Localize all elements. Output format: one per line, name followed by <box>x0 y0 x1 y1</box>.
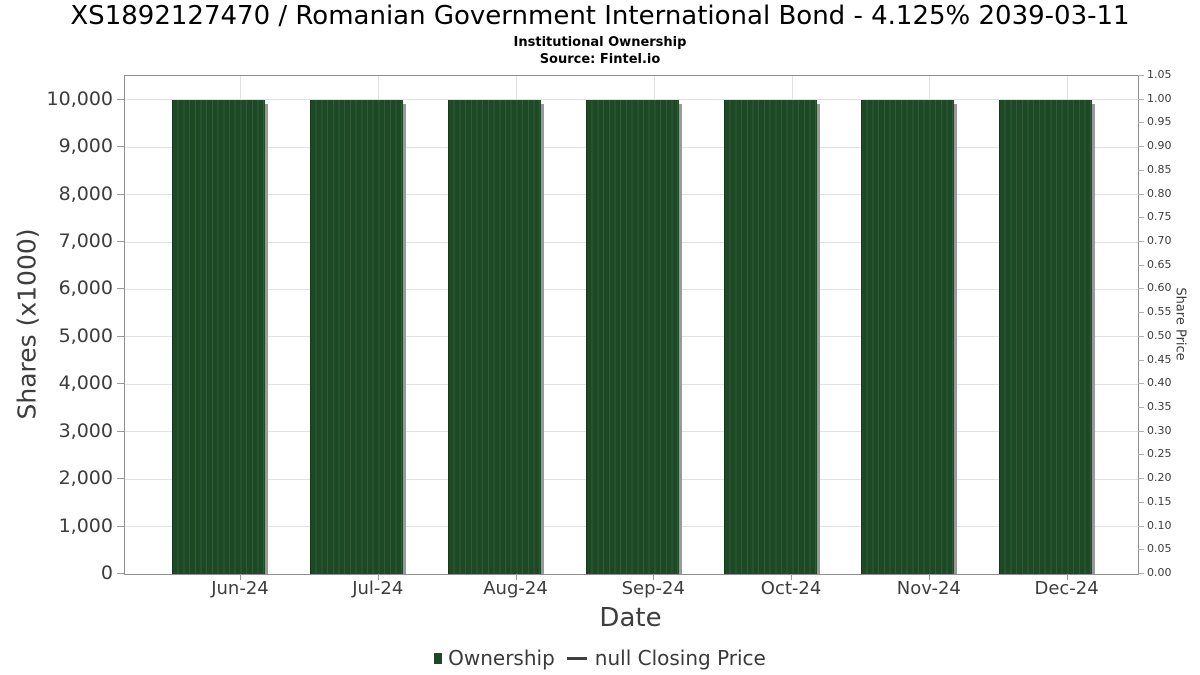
y-axis-tick-label-right: 0.55 <box>1147 305 1172 319</box>
y-axis-tick-label-right: 0.05 <box>1147 542 1172 556</box>
y-axis-tick-label-right: 0.60 <box>1147 281 1172 295</box>
y-axis-tickmark-right <box>1138 146 1144 148</box>
y-axis-tick-label-right: 1.00 <box>1147 91 1172 105</box>
y-axis-tick-label-left: 3,000 <box>58 419 113 442</box>
y-axis-tickmark-left <box>117 383 124 385</box>
y-axis-tick-label-right: 0.70 <box>1147 234 1172 247</box>
y-axis-tickmark-right <box>1138 478 1144 480</box>
y-axis-tick-label-right: 0.20 <box>1147 471 1172 485</box>
ownership-bar <box>310 99 404 574</box>
y-axis-tickmark-right <box>1138 288 1144 290</box>
y-axis-tick-label-left: 2,000 <box>58 467 113 490</box>
y-axis-tickmark-left <box>117 335 124 337</box>
y-axis-tickmark-left <box>117 573 124 574</box>
y-axis-tick-label-right: 0.80 <box>1147 186 1172 200</box>
chart-title: XS1892127470 / Romanian Government Inter… <box>70 1 1130 31</box>
y-axis-tickmark-right <box>1138 193 1144 195</box>
y-axis-tickmark-right <box>1138 454 1144 456</box>
x-axis-tickmark <box>791 574 793 580</box>
x-axis-tickmark <box>653 574 655 580</box>
ownership-bar <box>861 99 955 574</box>
ownership-bar <box>448 99 542 574</box>
legend-label-ownership: Ownership <box>448 646 555 670</box>
y-axis-tick-label-right: 0.95 <box>1147 115 1172 129</box>
line-dash-icon <box>566 656 587 660</box>
y-axis-tickmark-right <box>1138 573 1144 574</box>
ownership-bar <box>999 99 1093 574</box>
y-axis-tick-label-left: 10,000 <box>46 87 113 110</box>
y-axis-tickmark-right <box>1138 217 1144 219</box>
y-axis-tick-label-right: 0.75 <box>1147 210 1172 224</box>
y-axis-tickmark-left <box>117 430 124 432</box>
legend-label-closing-price: null Closing Price <box>594 646 766 670</box>
plot-area <box>124 75 1139 575</box>
x-axis-tick-label: Jun-24 <box>211 578 269 599</box>
ownership-bar <box>723 99 817 574</box>
y-axis-tick-label-right: 0.50 <box>1147 328 1172 342</box>
x-axis-tick-label: Nov-24 <box>896 578 961 599</box>
y-axis-tick-label-right: 0.85 <box>1147 162 1172 176</box>
y-axis-tickmark-left <box>117 241 124 242</box>
x-axis-tick-label: Aug-24 <box>483 578 548 599</box>
y-axis-tick-label-left: 5,000 <box>58 324 113 347</box>
y-axis-tickmark-right <box>1138 241 1144 242</box>
x-axis-tick-label: Dec-24 <box>1034 578 1099 599</box>
y-axis-tickmark-right <box>1138 501 1144 503</box>
y-axis-tick-label-right: 0.35 <box>1147 400 1172 413</box>
y-axis-tick-label-right: 0.45 <box>1147 352 1172 366</box>
y-axis-tick-label-right: 0.40 <box>1147 376 1172 390</box>
y-axis-tickmark-right <box>1138 264 1144 266</box>
y-axis-tickmark-right <box>1138 383 1144 385</box>
y-axis-tick-label-right: 0.30 <box>1147 423 1172 437</box>
y-axis-tick-label-right: 1.05 <box>1147 68 1172 81</box>
y-axis-tickmark-right <box>1138 98 1144 100</box>
y-axis-tick-label-left: 8,000 <box>58 182 113 205</box>
y-axis-tick-label-right: 0.90 <box>1147 139 1172 153</box>
y-axis-tickmark-right <box>1138 407 1144 408</box>
x-axis-tick-label: Jul-24 <box>352 578 404 599</box>
y-axis-tickmark-right <box>1138 75 1144 76</box>
y-axis-tickmark-left <box>117 288 124 290</box>
x-axis-tickmark <box>515 574 517 580</box>
y-axis-tickmark-right <box>1138 122 1144 124</box>
ownership-bar <box>172 99 266 574</box>
y-axis-tick-label-right: 0.00 <box>1147 566 1172 579</box>
y-axis-tick-label-left: 0 <box>100 562 113 584</box>
y-axis-tickmark-left <box>117 98 124 100</box>
x-axis-tickmark <box>928 574 930 580</box>
chart-subtitle: Institutional Ownership <box>513 35 687 50</box>
x-axis-tickmark <box>377 574 379 580</box>
y-axis-tick-label-left: 6,000 <box>58 277 113 300</box>
y-axis-tick-label-right: 0.25 <box>1147 447 1172 461</box>
bar-swatch-icon <box>434 652 443 664</box>
y-axis-tick-label-left: 4,000 <box>58 372 113 395</box>
y-axis-tickmark-right <box>1138 335 1144 337</box>
y-axis-tick-label-left: 1,000 <box>58 514 113 537</box>
ownership-bar <box>585 99 679 574</box>
y-axis-tickmark-left <box>117 193 124 195</box>
y-axis-tickmark-right <box>1138 525 1144 527</box>
y-axis-tickmark-right <box>1138 312 1144 314</box>
y-axis-tickmark-left <box>117 525 124 527</box>
x-axis-tickmark <box>1066 574 1068 580</box>
x-axis-tick-label: Oct-24 <box>760 578 822 599</box>
y-axis-tick-label-right: 0.15 <box>1147 494 1172 508</box>
y-axis-tick-label-right: 0.10 <box>1147 518 1172 532</box>
y-axis-tickmark-right <box>1138 430 1144 432</box>
y-axis-tickmark-right <box>1138 359 1144 361</box>
x-axis-tick-label: Sep-24 <box>621 578 685 599</box>
y-axis-tickmark-right <box>1138 169 1144 171</box>
chart-source: Source: Fintel.io <box>539 52 661 67</box>
y-axis-tick-label-left: 9,000 <box>58 135 113 158</box>
legend: Ownership null Closing Price <box>0 646 1200 670</box>
y-axis-tick-label-left: 7,000 <box>58 230 113 252</box>
x-axis-label: Date <box>599 603 662 633</box>
y-axis-tickmark-left <box>117 146 124 148</box>
y-axis-tickmark-left <box>117 478 124 480</box>
y-axis-label-right: Share Price <box>1172 287 1188 361</box>
x-axis-tickmark <box>239 574 241 580</box>
y-axis-tickmark-right <box>1138 549 1144 551</box>
y-axis-tick-label-right: 0.65 <box>1147 257 1172 271</box>
